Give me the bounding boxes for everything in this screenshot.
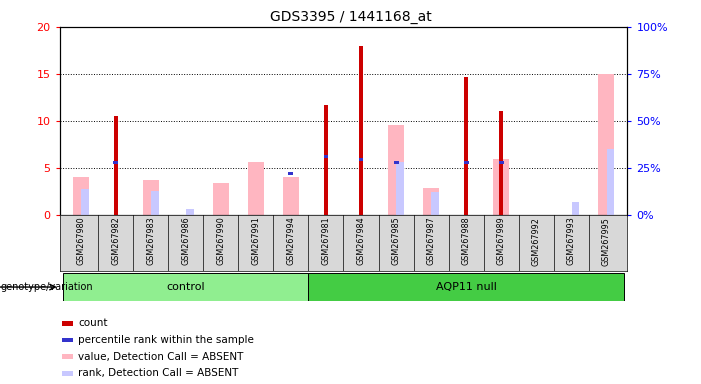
Text: GSM267981: GSM267981	[322, 217, 330, 265]
Bar	[308, 273, 624, 301]
Text: genotype/variation: genotype/variation	[1, 282, 93, 292]
Text: GDS3395 / 1441168_at: GDS3395 / 1441168_at	[270, 10, 431, 23]
Bar	[62, 354, 73, 359]
Text: GSM267993: GSM267993	[567, 217, 576, 265]
Bar	[494, 159, 509, 215]
Bar	[151, 190, 158, 215]
Bar	[499, 111, 503, 215]
Bar	[423, 188, 439, 215]
Bar	[73, 177, 88, 215]
Text: control: control	[166, 282, 205, 292]
Text: GSM267990: GSM267990	[217, 217, 225, 265]
Bar	[143, 180, 158, 215]
Bar	[248, 162, 264, 215]
Text: percentile rank within the sample: percentile rank within the sample	[79, 335, 254, 345]
Bar	[464, 77, 468, 215]
Bar	[498, 161, 503, 164]
Bar	[114, 116, 118, 215]
Bar	[62, 338, 73, 343]
Bar	[113, 161, 118, 164]
Bar	[599, 74, 614, 215]
Text: count: count	[79, 318, 108, 328]
Bar	[62, 321, 73, 326]
Text: GSM267985: GSM267985	[392, 217, 400, 265]
Text: GSM267983: GSM267983	[147, 217, 155, 265]
Bar	[396, 162, 404, 215]
Bar	[606, 149, 614, 215]
Text: GSM267989: GSM267989	[497, 217, 505, 265]
Bar	[283, 177, 299, 215]
Bar	[571, 202, 579, 215]
Text: GSM267987: GSM267987	[427, 217, 435, 265]
Bar	[359, 46, 363, 215]
Bar	[394, 161, 398, 164]
Bar	[186, 209, 193, 215]
Text: GSM267988: GSM267988	[462, 217, 470, 265]
Bar	[464, 161, 468, 164]
Bar	[323, 155, 328, 158]
Bar	[81, 189, 88, 215]
Bar	[358, 158, 364, 161]
Text: GSM267982: GSM267982	[111, 217, 120, 265]
Bar	[288, 172, 293, 175]
Text: GSM267984: GSM267984	[357, 217, 365, 265]
Bar	[63, 273, 308, 301]
Text: GSM267992: GSM267992	[532, 217, 540, 266]
Bar	[213, 183, 229, 215]
Bar	[431, 192, 439, 215]
Text: AQP11 null: AQP11 null	[436, 282, 496, 292]
Bar	[388, 125, 404, 215]
Text: GSM267986: GSM267986	[182, 217, 190, 265]
Text: value, Detection Call = ABSENT: value, Detection Call = ABSENT	[79, 352, 244, 362]
Text: GSM267995: GSM267995	[602, 217, 611, 266]
Text: rank, Detection Call = ABSENT: rank, Detection Call = ABSENT	[79, 368, 239, 378]
Bar	[324, 105, 328, 215]
Text: GSM267991: GSM267991	[252, 217, 260, 265]
Text: GSM267994: GSM267994	[287, 217, 295, 265]
Bar	[62, 371, 73, 376]
Text: GSM267980: GSM267980	[76, 217, 85, 265]
